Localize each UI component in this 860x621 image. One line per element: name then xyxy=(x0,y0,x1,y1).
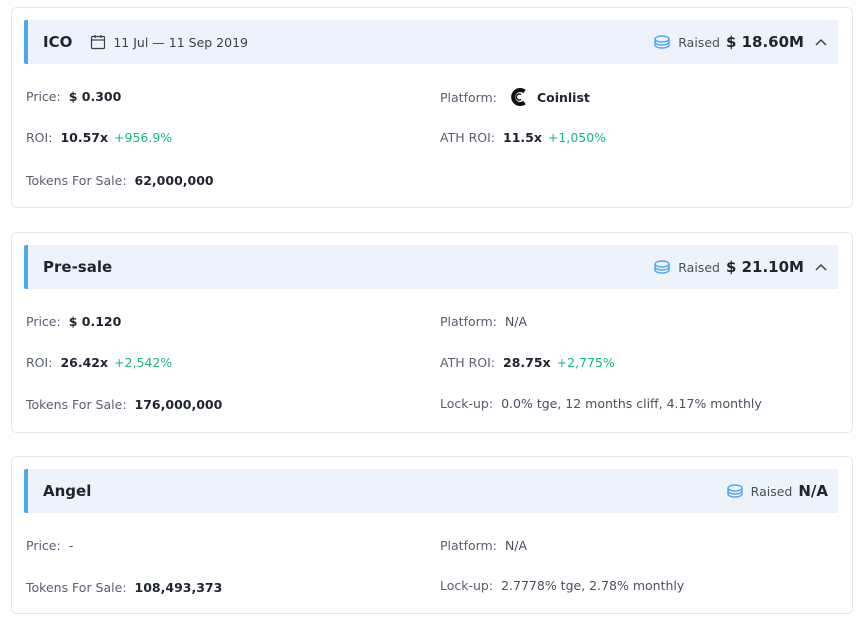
raised-amount: $ 18.60M xyxy=(725,33,804,51)
tokens-value: 176,000,000 xyxy=(134,397,223,412)
price-label: Price: xyxy=(26,89,61,104)
lockup-label: Lock-up: xyxy=(440,578,494,593)
price-value: $ 0.120 xyxy=(68,314,122,329)
ico-header[interactable]: ICO 11 Jul — 11 Sep 2019 Raised $ 18.60M xyxy=(24,20,838,64)
price-row: Price: - xyxy=(26,538,73,553)
date-range: 11 Jul — 11 Sep 2019 xyxy=(90,34,248,50)
platform-label: Platform: xyxy=(440,314,497,329)
price-label: Price: xyxy=(26,314,61,329)
ath-roi-value: 11.5x xyxy=(503,130,542,145)
price-row: Price: $ 0.120 xyxy=(26,314,121,329)
lockup-label: Lock-up: xyxy=(440,396,494,411)
roi-value: 10.57x xyxy=(60,130,109,145)
roi-row: ROI: 10.57x +956.9% xyxy=(26,130,172,145)
coinlist-logo-icon xyxy=(509,87,529,107)
roi-pct: +2,542% xyxy=(114,355,173,370)
platform-label: Platform: xyxy=(440,538,497,553)
tokens-label: Tokens For Sale: xyxy=(26,580,127,595)
raised-label: Raised xyxy=(678,34,720,50)
tokens-label: Tokens For Sale: xyxy=(26,397,127,412)
tokens-value: 62,000,000 xyxy=(134,173,214,188)
raised-info: Raised $ 21.10M xyxy=(652,258,804,276)
platform-row: Platform: N/A xyxy=(440,538,527,553)
calendar-icon xyxy=(91,35,106,50)
angel-header[interactable]: Angel Raised N/A xyxy=(24,469,838,513)
ico-card: ICO 11 Jul — 11 Sep 2019 Raised $ 18.60M xyxy=(11,7,853,208)
ath-roi-row: ATH ROI: 28.75x +2,775% xyxy=(440,355,615,370)
price-row: Price: $ 0.300 xyxy=(26,89,121,104)
price-value: - xyxy=(68,538,74,553)
price-value: $ 0.300 xyxy=(68,89,122,104)
platform-row: Platform: N/A xyxy=(440,314,527,329)
price-label: Price: xyxy=(26,538,61,553)
tokens-value: 108,493,373 xyxy=(134,580,223,595)
lockup-value: 0.0% tge, 12 months cliff, 4.17% monthly xyxy=(501,396,762,411)
presale-card: Pre-sale Raised $ 21.10M Price: $ 0.120 … xyxy=(11,232,853,433)
raised-label: Raised xyxy=(750,483,793,499)
raised-info: Raised N/A xyxy=(725,482,828,500)
lockup-value: 2.7778% tge, 2.78% monthly xyxy=(501,578,685,593)
ath-roi-label: ATH ROI: xyxy=(440,130,496,145)
roi-value: 26.42x xyxy=(60,355,109,370)
platform-value: N/A xyxy=(504,538,528,553)
date-text: 11 Jul — 11 Sep 2019 xyxy=(113,34,248,50)
platform-value: N/A xyxy=(504,314,528,329)
angel-card: Angel Raised N/A Price: - Platform: N/A … xyxy=(11,456,853,614)
tokens-row: Tokens For Sale: 62,000,000 xyxy=(26,173,214,188)
tokens-row: Tokens For Sale: 108,493,373 xyxy=(26,580,222,595)
roi-label: ROI: xyxy=(26,130,53,145)
presale-header[interactable]: Pre-sale Raised $ 21.10M xyxy=(24,245,838,289)
lockup-row: Lock-up: 2.7778% tge, 2.78% monthly xyxy=(440,578,684,593)
platform-row: Platform: Coinlist xyxy=(440,87,590,107)
round-name: ICO xyxy=(43,33,73,51)
platform-value[interactable]: Coinlist xyxy=(536,89,590,105)
round-name: Angel xyxy=(43,482,92,500)
roi-label: ROI: xyxy=(26,355,53,370)
roi-row: ROI: 26.42x +2,542% xyxy=(26,355,172,370)
round-name: Pre-sale xyxy=(43,258,113,276)
coins-icon xyxy=(654,260,670,274)
platform-label: Platform: xyxy=(440,89,497,105)
ath-roi-pct: +2,775% xyxy=(556,355,615,370)
tokens-row: Tokens For Sale: 176,000,000 xyxy=(26,397,222,412)
raised-amount: $ 21.10M xyxy=(725,258,804,276)
ath-roi-row: ATH ROI: 11.5x +1,050% xyxy=(440,130,606,145)
raised-info: Raised $ 18.60M xyxy=(652,33,804,51)
raised-label: Raised xyxy=(678,259,720,275)
chevron-up-icon[interactable] xyxy=(814,262,828,272)
chevron-up-icon[interactable] xyxy=(814,37,828,47)
roi-pct: +956.9% xyxy=(114,130,173,145)
coins-icon xyxy=(726,484,743,498)
ath-roi-label: ATH ROI: xyxy=(440,355,496,370)
ath-roi-pct: +1,050% xyxy=(547,130,607,145)
coins-icon xyxy=(654,35,670,49)
tokens-label: Tokens For Sale: xyxy=(26,173,127,188)
ath-roi-value: 28.75x xyxy=(503,355,551,370)
raised-amount: N/A xyxy=(798,482,828,500)
lockup-row: Lock-up: 0.0% tge, 12 months cliff, 4.17… xyxy=(440,396,762,411)
